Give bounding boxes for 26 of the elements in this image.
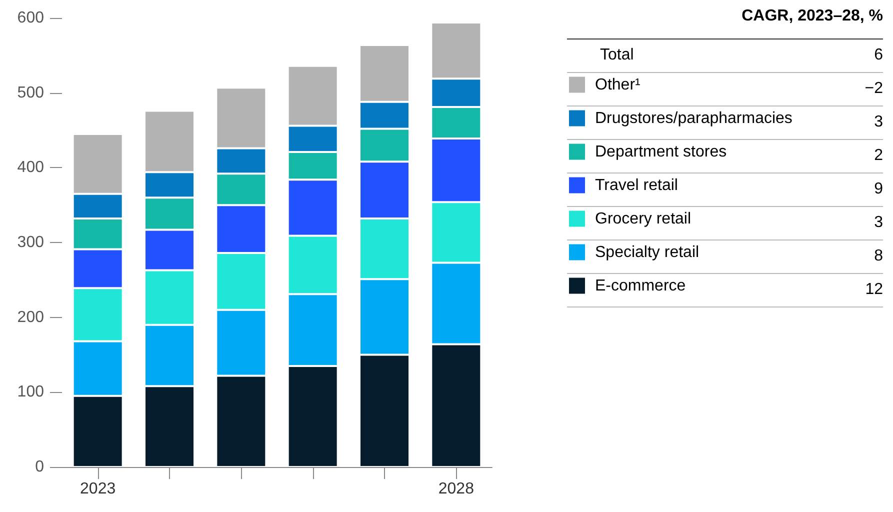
y-tick-label: 300 <box>17 234 44 251</box>
legend-label: Drugstores/parapharmacies <box>595 110 792 127</box>
text: −2 <box>864 80 884 97</box>
y-tick-label: 600 <box>17 10 44 26</box>
legend-label: Other¹ <box>595 76 640 94</box>
y-tick-label: 200 <box>17 308 44 326</box>
text: 8 <box>874 247 884 264</box>
text: 3 <box>874 214 884 231</box>
text: 6 <box>874 46 884 64</box>
legend-label: Travel retail <box>595 176 678 194</box>
text: 9 <box>874 180 884 198</box>
text: 2 <box>874 146 884 164</box>
y-tick-label: 400 <box>17 159 44 176</box>
y-tick-label: 100 <box>17 384 44 401</box>
legend-title: CAGR, 2023–28, % <box>742 8 883 24</box>
x-tick-label: 2028 <box>438 480 474 498</box>
text: Total <box>600 46 634 64</box>
legend-label: Specialty retail <box>595 244 700 261</box>
legend-label: Grocery retail <box>595 210 692 228</box>
x-tick-label: 2023 <box>80 480 116 498</box>
y-tick-label: 500 <box>17 84 44 102</box>
y-tick-label: 0 <box>35 458 44 476</box>
legend-label: E-commerce <box>595 277 686 294</box>
text: 3 <box>874 113 884 130</box>
legend-label: Department stores <box>595 143 727 160</box>
text: 12 <box>865 280 884 298</box>
